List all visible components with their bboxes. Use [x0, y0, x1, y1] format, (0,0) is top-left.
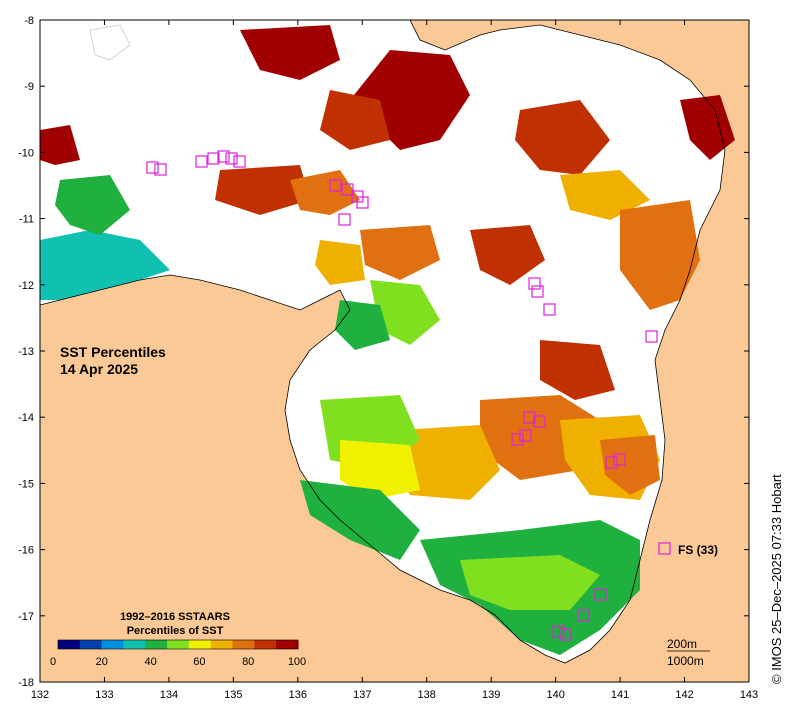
- colorbar-ticks: 0 20 40 60 80 100: [50, 656, 306, 668]
- colorbar-tick-label: 40: [144, 656, 156, 668]
- legend-title-line2: Percentiles of SST: [127, 625, 224, 637]
- station-marker: [519, 429, 532, 442]
- station-marker: [531, 285, 544, 298]
- colorbar-tick-label: 0: [50, 656, 56, 668]
- y-tick-label: -11: [19, 214, 34, 226]
- colorbar-frame: [57, 639, 299, 650]
- y-tick-label: -16: [18, 545, 34, 557]
- x-tick-label: 134: [160, 689, 178, 701]
- y-tick-label: -15: [18, 478, 34, 490]
- x-tick-label: 143: [740, 689, 758, 701]
- y-tick-label: -18: [18, 677, 34, 689]
- y-axis: -8 -9 -10 -11 -12 -13 -14 -15 -16 -17 -18: [18, 15, 749, 689]
- colorbar-tick-label: 80: [242, 656, 254, 668]
- station-marker: [356, 196, 369, 209]
- x-axis: 132 133 134 135 136 137 138 139 140 141 142 143: [31, 20, 758, 701]
- station-marker: [511, 433, 524, 446]
- x-tick-label: 133: [95, 689, 113, 701]
- station-marker: [594, 588, 607, 601]
- colorbar-tick-label: 20: [96, 656, 108, 668]
- colorbar-segment: [254, 640, 277, 649]
- station-marker: [543, 303, 556, 316]
- y-tick-label: -10: [18, 147, 34, 159]
- x-tick-label: 139: [482, 689, 500, 701]
- x-tick-label: 138: [418, 689, 436, 701]
- y-tick-label: -8: [24, 15, 34, 27]
- station-marker: [154, 163, 167, 176]
- colorbar-segment: [210, 640, 234, 649]
- y-tick-label: -9: [24, 81, 34, 93]
- contour-200m-label: 200m: [667, 637, 697, 651]
- station-marker: [195, 155, 208, 168]
- colorbar-tick-label: 60: [193, 656, 205, 668]
- station-marker: [329, 179, 342, 192]
- station-marker: [552, 625, 565, 638]
- station-legend-label: FS (33): [678, 543, 718, 557]
- station-marker: [559, 628, 572, 641]
- station-marker: [207, 152, 220, 165]
- colorbar-segment: [101, 640, 124, 649]
- colorbar-segment: [167, 640, 190, 649]
- colorbar-segment: [145, 640, 168, 649]
- colorbar-segment: [79, 640, 103, 649]
- y-tick-label: -13: [18, 346, 34, 358]
- x-tick-label: 140: [546, 689, 564, 701]
- station-marker: [217, 150, 230, 163]
- station-marker: [225, 152, 238, 165]
- island-outline: [89, 24, 131, 61]
- station-marker: [533, 415, 546, 428]
- y-tick-label: -14: [18, 412, 34, 424]
- x-tick-label: 137: [353, 689, 371, 701]
- station-marker: [577, 609, 590, 622]
- station-marker: [605, 456, 618, 469]
- colorbar: [57, 639, 299, 650]
- station-marker: [341, 183, 354, 196]
- colorbar-tick-label: 100: [288, 656, 306, 668]
- station-marker: [523, 411, 536, 424]
- colorbar-segment: [123, 640, 146, 649]
- map-date: 14 Apr 2025: [60, 361, 138, 377]
- station-markers: [146, 150, 658, 641]
- station-marker: [645, 330, 658, 343]
- y-tick-label: -12: [18, 280, 34, 292]
- x-tick-label: 135: [224, 689, 242, 701]
- sst-patches: [40, 25, 735, 655]
- station-legend-marker: [658, 542, 671, 555]
- y-tick-label: -17: [18, 611, 34, 623]
- colorbar-segment: [232, 640, 255, 649]
- station-marker: [338, 213, 351, 226]
- station-marker: [233, 155, 246, 168]
- colorbar-segment: [276, 640, 299, 649]
- x-tick-label: 132: [31, 689, 49, 701]
- station-marker: [146, 161, 159, 174]
- colorbar-segment: [188, 640, 212, 649]
- map-title: SST Percentiles: [60, 344, 166, 360]
- legend-title-line1: 1992–2016 SSTAARS: [120, 611, 230, 623]
- x-tick-label: 136: [289, 689, 307, 701]
- contour-1000m-label: 1000m: [667, 654, 704, 668]
- credit-text: © IMOS 25–Dec–2025 07:33 Hobart: [769, 474, 784, 684]
- coastline: [40, 20, 726, 664]
- x-tick-label: 141: [611, 689, 629, 701]
- station-marker: [613, 453, 626, 466]
- station-marker: [528, 277, 541, 290]
- x-tick-label: 142: [675, 689, 693, 701]
- colorbar-segment: [58, 640, 81, 649]
